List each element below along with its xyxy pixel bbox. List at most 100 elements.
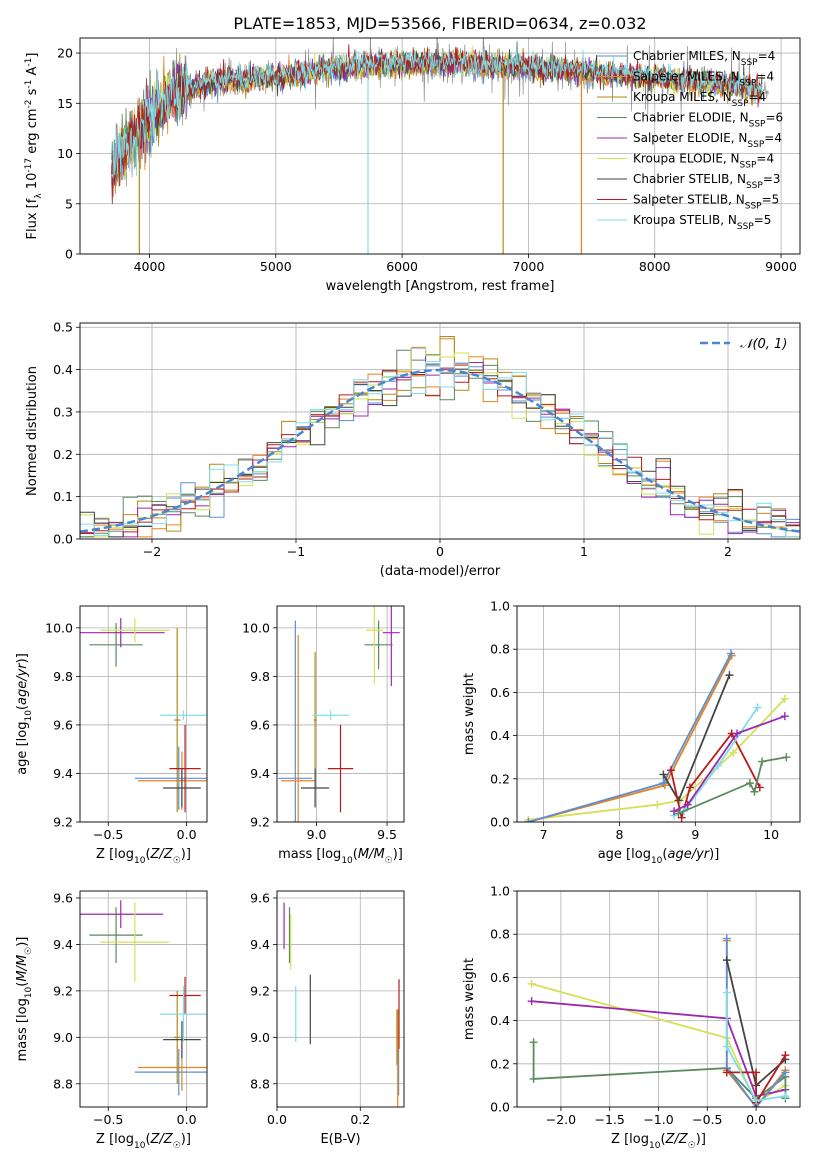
label-part: ☉ xyxy=(24,947,34,955)
errorbar-kroupa_elodie xyxy=(365,606,383,684)
axes-frame xyxy=(276,890,405,1108)
y-tick-label: 9.2 xyxy=(250,815,270,830)
x-tick-label: 0.0 xyxy=(177,1112,197,1127)
y-tick-label: 9.4 xyxy=(53,937,73,952)
label-part: =4 xyxy=(758,49,776,63)
weight-line xyxy=(725,992,786,1102)
x-tick-label: 0.0 xyxy=(746,1112,766,1127)
weight-marker xyxy=(722,1068,731,1077)
label-part: SSP xyxy=(747,140,764,150)
label-part: Z [ xyxy=(611,1132,629,1147)
x-tick-label: −1 xyxy=(287,544,305,559)
plot-area xyxy=(527,934,790,1107)
y-tick-label: 20 xyxy=(57,46,73,61)
weight-marker xyxy=(670,807,679,816)
label-part: SSP xyxy=(741,58,758,68)
plot-area xyxy=(80,618,207,813)
label-part: SSP xyxy=(737,222,754,232)
x-tick-label: 7 xyxy=(540,827,548,842)
y-tick-label: 0.5 xyxy=(53,320,73,335)
weight-series-chabrier_elodie xyxy=(674,753,791,818)
label-part: =3 xyxy=(763,172,781,186)
label-part: 10 xyxy=(134,1141,146,1151)
x-tick-label: 10 xyxy=(763,827,779,842)
x-tick-label: 8 xyxy=(615,827,623,842)
plot-area xyxy=(111,38,769,254)
y-axis-label: Flux [fλ 10-17 erg cm-2 s-1 A-1] xyxy=(24,53,44,240)
weight-marker xyxy=(677,813,686,822)
errorbar-salpeter_miles xyxy=(281,635,316,822)
label-part: Salpeter STELIB, N xyxy=(633,193,745,207)
weight-marker xyxy=(758,757,767,766)
y-tick-label: 5 xyxy=(65,196,73,211)
label-part: log xyxy=(321,847,341,862)
label-part: )] xyxy=(393,847,403,862)
x-axis-label: (data-model)/error xyxy=(380,564,501,579)
label-part: E(B-V) xyxy=(320,1132,360,1147)
label-part: Kroupa STELIB, N xyxy=(633,213,737,227)
label-part: age [ xyxy=(15,741,30,774)
label-part: ( xyxy=(15,982,30,987)
label-part: -2 xyxy=(24,100,34,109)
x-tick-label: −0.5 xyxy=(692,1112,722,1127)
errorbar-kroupa_stelib xyxy=(312,710,349,721)
label-part: wavelength [Angstrom, rest frame] xyxy=(326,279,555,294)
legend-label: Chabrier MILES, NSSP=4 xyxy=(633,49,775,68)
label-part: Chabrier MILES, N xyxy=(633,49,741,63)
model-spectrum-chabrier_stelib xyxy=(111,48,763,180)
label-part: log xyxy=(15,722,30,742)
y-tick-label: 10.0 xyxy=(45,620,73,635)
label-part: log xyxy=(114,847,134,862)
errorbar-salpeter_stelib xyxy=(169,976,201,1015)
label-part: -1 xyxy=(24,58,34,67)
weight-marker xyxy=(782,753,791,762)
weight-line xyxy=(531,1000,786,1098)
x-tick-label: 9.5 xyxy=(377,827,397,842)
label-part: SSP xyxy=(740,161,757,171)
legend-label: Chabrier ELODIE, NSSP=6 xyxy=(633,111,783,130)
weight-marker xyxy=(729,748,738,757)
weight-marker xyxy=(780,712,789,721)
y-tick-label: 9.0 xyxy=(250,1030,270,1045)
weight-marker xyxy=(726,649,735,658)
x-tick-label: 9000 xyxy=(765,259,797,274)
label-part: mass [ xyxy=(278,847,321,862)
x-tick-label: 0.0 xyxy=(267,1112,287,1127)
label-part: SSP xyxy=(745,202,762,212)
x-axis-label: Z [log10(Z/Z☉)] xyxy=(96,847,191,866)
label-part: Z/Z xyxy=(150,1132,174,1147)
label-part: SSP xyxy=(740,79,757,89)
label-part: )] xyxy=(15,937,30,947)
x-tick-label: −1.5 xyxy=(595,1112,625,1127)
label-part: SSP xyxy=(746,181,763,191)
model-spectrum-kroupa_stelib xyxy=(111,45,763,179)
x-tick-label: −1.0 xyxy=(643,1112,673,1127)
weight-marker xyxy=(781,1092,790,1101)
plots-group: 4000 5000 6000 7000 8000 900005101520waveleng… xyxy=(15,37,801,1151)
weight-marker xyxy=(752,1096,761,1105)
label-part: s xyxy=(25,88,40,99)
x-tick-label: −2 xyxy=(143,544,161,559)
label-part: Z [ xyxy=(96,1132,114,1147)
weight-marker xyxy=(725,671,734,680)
plot-area xyxy=(278,606,400,822)
label-part: age [ xyxy=(598,847,631,862)
x-tick-label: 5000 xyxy=(260,259,292,274)
axes-age-vs-mass: 9.0 9.5 9.2 9.4 9.6 9.8 10.0 mass [log10(M/M☉)] xyxy=(242,605,405,866)
label-part: 10 xyxy=(134,856,146,866)
label-part: log xyxy=(631,847,651,862)
legend-label: Chabrier STELIB, NSSP=3 xyxy=(633,172,781,191)
weight-line xyxy=(528,698,786,821)
x-tick-label: −0.5 xyxy=(93,827,123,842)
y-tick-label: 0 xyxy=(65,247,73,262)
plot-area xyxy=(80,900,207,1096)
weight-marker xyxy=(722,988,731,997)
y-tick-label: 0.2 xyxy=(490,771,510,786)
weight-series-kroupa_elodie xyxy=(524,694,789,822)
label-part: ☉ xyxy=(173,1141,181,1151)
weight-marker xyxy=(780,694,789,703)
label-part: ☉ xyxy=(688,1141,696,1151)
x-tick-label: 0.2 xyxy=(350,1112,370,1127)
plot-area xyxy=(524,649,791,822)
x-axis-label: Z [log10(Z/Z☉)] xyxy=(96,1132,191,1151)
